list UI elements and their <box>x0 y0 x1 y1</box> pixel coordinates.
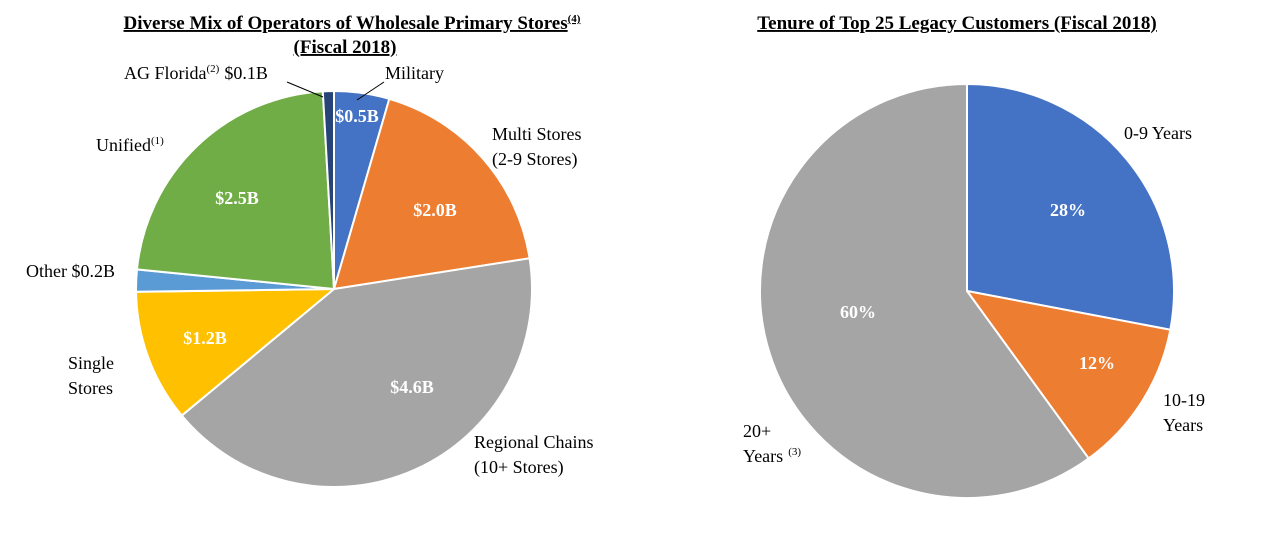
years-0-9-label: 0-9 Years <box>1124 123 1192 143</box>
years-10-19-label-line2: Years <box>1163 415 1203 435</box>
slice-0-9-years <box>966 82 1175 331</box>
value-label-0-9-years: 28% <box>1050 200 1086 220</box>
multi-stores-label-line2: (2-9 Stores) <box>492 149 577 170</box>
slice-single-stores <box>135 287 337 417</box>
slice-unified <box>135 90 336 291</box>
value-label-single-stores: $1.2B <box>183 328 227 348</box>
years-20-plus-label-line2: Years (3) <box>743 446 801 466</box>
right-pie: 28% 12% 60% <box>759 82 1175 499</box>
slice-20-years <box>759 82 1091 499</box>
value-label-unified: $2.5B <box>215 188 259 208</box>
military-label: Military <box>385 63 444 83</box>
value-label-20-years: 60% <box>840 302 876 322</box>
single-stores-label-line2: Stores <box>68 378 113 398</box>
years-20-plus-label-line1: 20+ <box>743 421 771 441</box>
left-chart-title: Diverse Mix of Operators of Wholesale Pr… <box>124 13 581 34</box>
slice-regional-chains-10-stores <box>180 257 533 488</box>
right-chart-title: Tenure of Top 25 Legacy Customers (Fisca… <box>757 13 1157 34</box>
slice-multi-stores-2-9-stores <box>332 97 531 291</box>
ag-florida-label: AG Florida(2) $0.1B <box>124 63 268 83</box>
unified-label: Unified(1) <box>96 135 164 155</box>
slice-10-19-years <box>964 289 1172 460</box>
ag-florida-leader-line <box>286 81 324 98</box>
left-pie: $0.5B $2.0B $4.6B $1.2B $2.5B <box>135 89 533 488</box>
regional-chains-label-line2: (10+ Stores) <box>474 457 564 478</box>
value-label-multi-stores-2-9-stores: $2.0B <box>413 200 457 220</box>
regional-chains-label-line1: Regional Chains <box>474 432 594 452</box>
single-stores-label-line1: Single <box>68 353 114 373</box>
left-chart-subtitle: (Fiscal 2018) <box>294 37 397 58</box>
other-label: Other $0.2B <box>26 261 115 281</box>
value-label-military: $0.5B <box>335 106 379 126</box>
multi-stores-label-line1: Multi Stores <box>492 124 582 144</box>
years-10-19-label-line1: 10-19 <box>1163 390 1205 410</box>
military-leader-line <box>356 81 385 101</box>
value-label-10-19-years: 12% <box>1079 353 1115 373</box>
slice-ag-florida <box>321 89 335 290</box>
value-label-regional-chains-10-stores: $4.6B <box>390 377 434 397</box>
